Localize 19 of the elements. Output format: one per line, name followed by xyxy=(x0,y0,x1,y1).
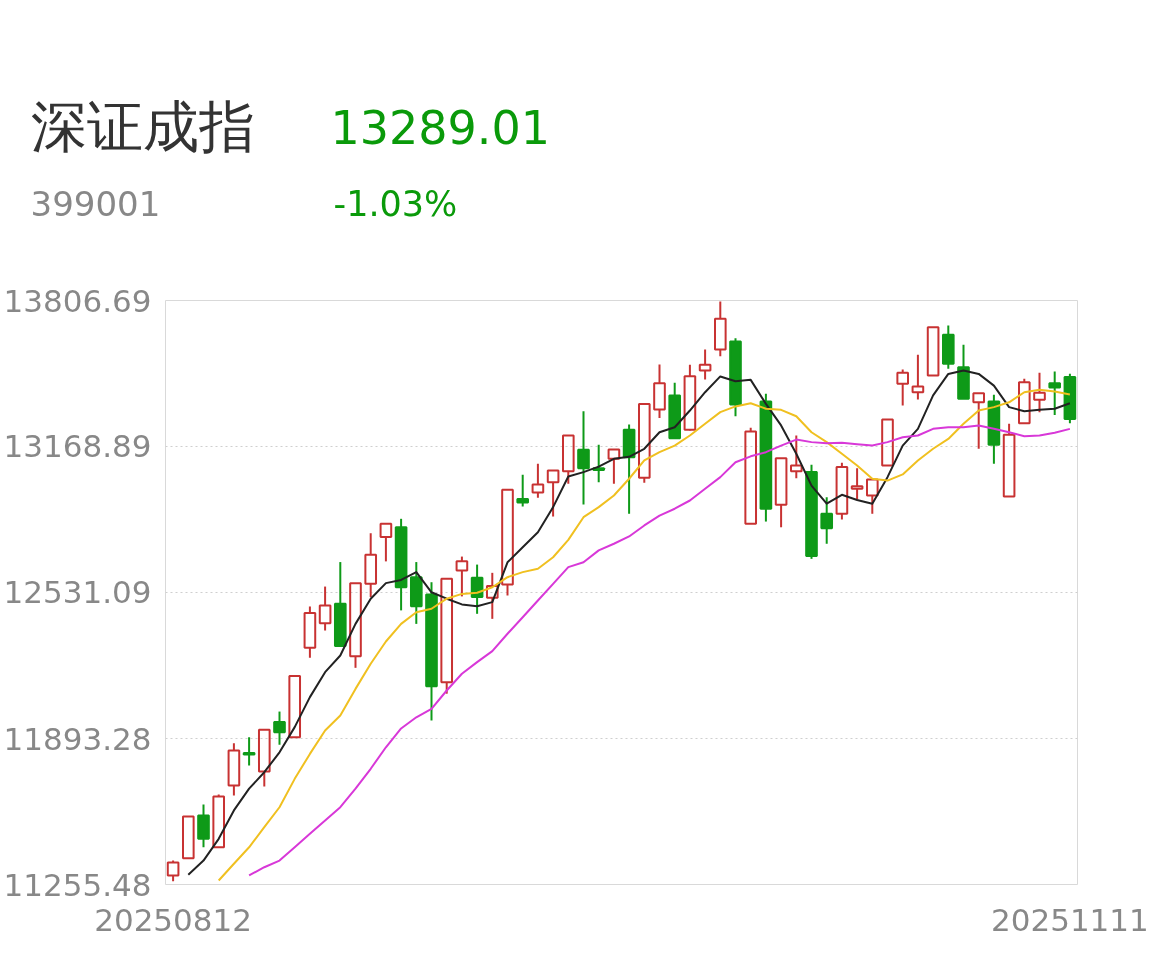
candlestick xyxy=(1048,370,1062,416)
candlestick xyxy=(911,353,925,401)
x-tick-label: 20250812 xyxy=(94,901,252,938)
candlestick xyxy=(653,363,666,420)
candlestick xyxy=(531,462,545,499)
candlestick xyxy=(577,410,590,506)
candlestick xyxy=(242,736,256,767)
chart-subtitle: 399001 xyxy=(30,184,161,224)
y-tick-label: 13168.89 xyxy=(3,428,152,465)
y-tick-label: 12531.09 xyxy=(3,574,152,611)
text: -1.03% xyxy=(333,183,458,224)
candlestick xyxy=(303,605,317,659)
y-tick-label: 11255.48 xyxy=(3,866,152,903)
chart-title: 深证成指 xyxy=(30,94,255,159)
text: 13289.01 xyxy=(330,100,550,155)
candlestick xyxy=(318,585,332,632)
x-tick-label: 20251111 xyxy=(991,901,1149,938)
y-tick-label: 11893.28 xyxy=(3,720,152,757)
y-tick-label: 13806.69 xyxy=(3,282,152,319)
